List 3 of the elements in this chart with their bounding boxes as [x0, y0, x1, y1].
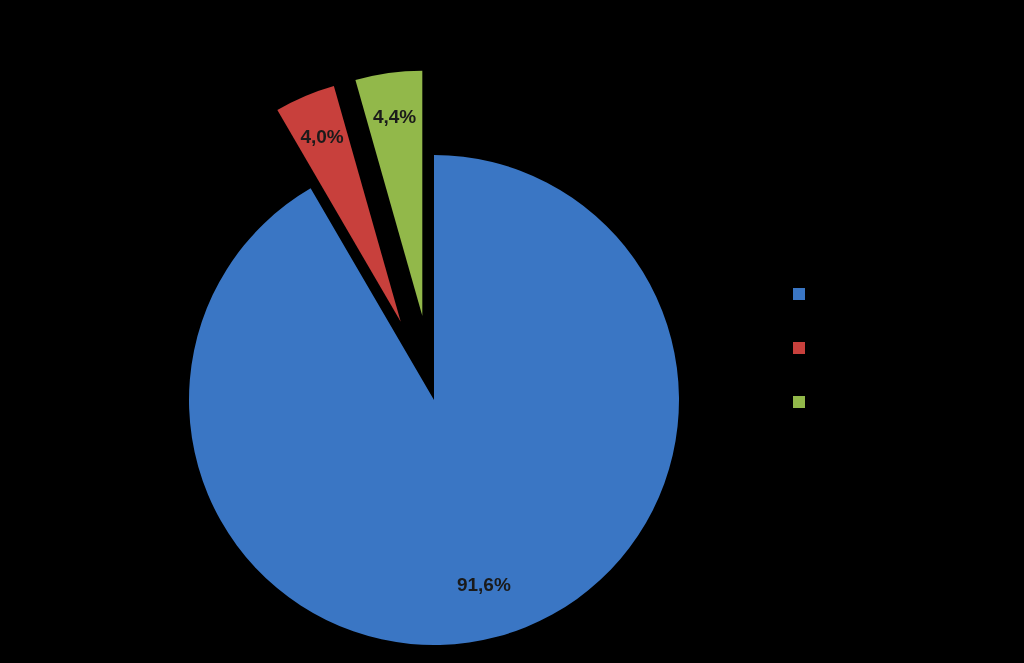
data-label: 4,4% — [372, 106, 417, 128]
data-label: 91,6% — [456, 573, 511, 595]
data-label: 4,0% — [300, 126, 344, 148]
